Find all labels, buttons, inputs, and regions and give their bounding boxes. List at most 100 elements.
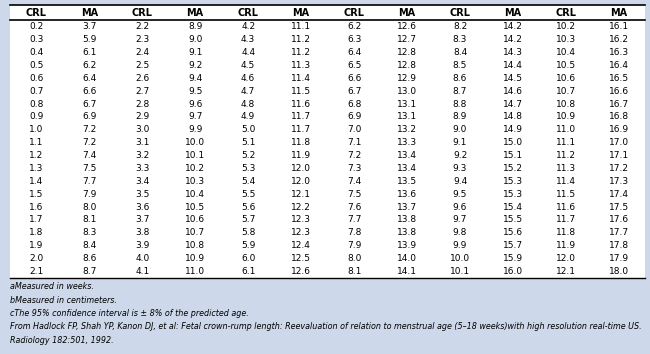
Text: 4.2: 4.2 [241, 22, 255, 31]
Text: 8.0: 8.0 [82, 202, 96, 212]
Text: 8.6: 8.6 [453, 74, 467, 83]
Text: 3.4: 3.4 [135, 177, 150, 186]
Text: 8.4: 8.4 [453, 48, 467, 57]
Text: 11.5: 11.5 [291, 87, 311, 96]
Text: 6.4: 6.4 [82, 74, 96, 83]
Text: 10.8: 10.8 [185, 241, 205, 250]
Text: 4.4: 4.4 [241, 48, 255, 57]
Text: 1.3: 1.3 [29, 164, 44, 173]
Text: 0.8: 0.8 [29, 99, 44, 109]
Text: 10.0: 10.0 [185, 138, 205, 147]
Text: MA: MA [504, 8, 521, 18]
Text: 1.9: 1.9 [29, 241, 44, 250]
Text: 2.5: 2.5 [135, 61, 150, 70]
Text: 6.2: 6.2 [347, 22, 361, 31]
Text: 3.7: 3.7 [82, 22, 96, 31]
Text: 2.2: 2.2 [135, 22, 150, 31]
Text: 8.2: 8.2 [453, 22, 467, 31]
FancyBboxPatch shape [10, 5, 645, 278]
Text: 1.5: 1.5 [29, 190, 44, 199]
Text: 15.3: 15.3 [503, 177, 523, 186]
Text: 5.0: 5.0 [241, 125, 255, 134]
Text: 8.4: 8.4 [82, 241, 96, 250]
Text: 9.6: 9.6 [453, 202, 467, 212]
Text: 16.1: 16.1 [609, 22, 629, 31]
Text: 8.3: 8.3 [453, 35, 467, 44]
Text: 2.3: 2.3 [135, 35, 150, 44]
Text: 7.2: 7.2 [347, 151, 361, 160]
Text: 5.2: 5.2 [241, 151, 255, 160]
Text: 15.1: 15.1 [503, 151, 523, 160]
Text: 7.3: 7.3 [347, 164, 361, 173]
Text: 11.3: 11.3 [291, 61, 311, 70]
Text: 15.7: 15.7 [503, 241, 523, 250]
Text: 8.9: 8.9 [188, 22, 202, 31]
Text: 12.1: 12.1 [291, 190, 311, 199]
Text: 8.1: 8.1 [347, 267, 361, 276]
Text: 6.9: 6.9 [82, 113, 96, 121]
Text: 14.4: 14.4 [503, 61, 523, 70]
Text: 5.4: 5.4 [241, 177, 255, 186]
Text: CRL: CRL [238, 8, 259, 18]
Text: 9.7: 9.7 [188, 113, 202, 121]
Text: 5.6: 5.6 [241, 202, 255, 212]
Text: 16.3: 16.3 [609, 48, 629, 57]
Text: 9.8: 9.8 [453, 228, 467, 237]
Text: 13.8: 13.8 [397, 228, 417, 237]
Text: 6.2: 6.2 [82, 61, 96, 70]
Text: CRL: CRL [556, 8, 577, 18]
Text: 17.7: 17.7 [609, 228, 629, 237]
Text: 12.0: 12.0 [291, 177, 311, 186]
Text: 16.5: 16.5 [609, 74, 629, 83]
Text: 4.3: 4.3 [241, 35, 255, 44]
Text: 6.0: 6.0 [241, 254, 255, 263]
Text: 4.0: 4.0 [135, 254, 150, 263]
Text: 10.6: 10.6 [185, 216, 205, 224]
Text: 1.8: 1.8 [29, 228, 44, 237]
Text: CRL: CRL [26, 8, 47, 18]
Text: 10.5: 10.5 [556, 61, 576, 70]
Text: 11.0: 11.0 [185, 267, 205, 276]
Text: 3.8: 3.8 [135, 228, 150, 237]
Text: 10.7: 10.7 [556, 87, 576, 96]
Text: 11.6: 11.6 [556, 202, 576, 212]
Text: 9.3: 9.3 [453, 164, 467, 173]
Text: 9.1: 9.1 [453, 138, 467, 147]
Text: 9.7: 9.7 [453, 216, 467, 224]
Text: 7.7: 7.7 [82, 177, 96, 186]
Text: 14.1: 14.1 [397, 267, 417, 276]
Text: 11.7: 11.7 [291, 125, 311, 134]
Text: 12.3: 12.3 [291, 228, 311, 237]
Text: 13.4: 13.4 [397, 151, 417, 160]
Text: 6.6: 6.6 [82, 87, 96, 96]
Text: 15.4: 15.4 [503, 202, 523, 212]
Text: 12.2: 12.2 [291, 202, 311, 212]
Text: 9.2: 9.2 [188, 61, 202, 70]
Text: 7.5: 7.5 [347, 190, 361, 199]
Text: 18.0: 18.0 [609, 267, 629, 276]
Text: 0.4: 0.4 [29, 48, 44, 57]
Text: 0.5: 0.5 [29, 61, 44, 70]
Text: 13.1: 13.1 [397, 99, 417, 109]
Text: 7.8: 7.8 [347, 228, 361, 237]
Text: 11.7: 11.7 [556, 216, 576, 224]
Text: 13.3: 13.3 [397, 138, 417, 147]
Text: 12.7: 12.7 [397, 35, 417, 44]
Text: 7.7: 7.7 [347, 216, 361, 224]
Text: 15.3: 15.3 [503, 190, 523, 199]
Text: 12.9: 12.9 [397, 74, 417, 83]
Text: 13.9: 13.9 [397, 241, 417, 250]
Text: 7.9: 7.9 [82, 190, 96, 199]
Text: 10.2: 10.2 [185, 164, 205, 173]
Text: 14.5: 14.5 [503, 74, 523, 83]
Text: 0.2: 0.2 [29, 22, 44, 31]
Text: 17.5: 17.5 [609, 202, 629, 212]
Text: 12.6: 12.6 [291, 267, 311, 276]
Text: 4.8: 4.8 [241, 99, 255, 109]
Text: 8.1: 8.1 [82, 216, 96, 224]
Text: 11.4: 11.4 [556, 177, 576, 186]
Text: 13.5: 13.5 [397, 177, 417, 186]
Text: 3.9: 3.9 [135, 241, 150, 250]
Text: 8.7: 8.7 [82, 267, 96, 276]
Text: 16.8: 16.8 [609, 113, 629, 121]
